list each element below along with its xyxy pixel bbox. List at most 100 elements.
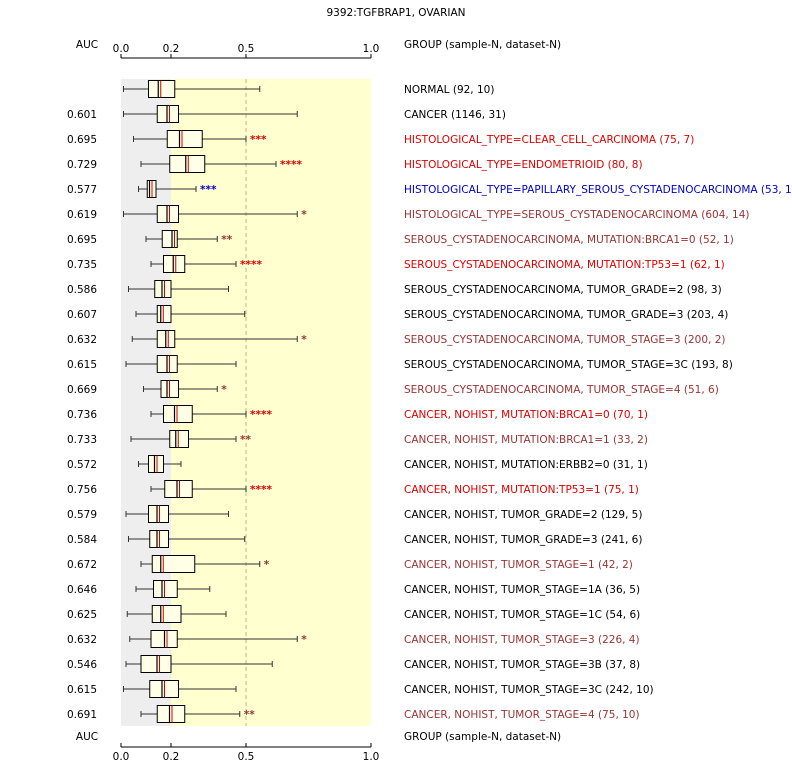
auc-value: 0.615 (67, 359, 97, 371)
x-tick-label-top: 0.2 (163, 43, 180, 55)
box (148, 80, 176, 98)
group-label: CANCER, NOHIST, TUMOR_STAGE=1C (54, 6) (404, 609, 640, 621)
x-tick-label-top: 0.5 (238, 43, 255, 55)
x-tick-label-bottom: 0.0 (113, 751, 130, 763)
box (140, 655, 172, 673)
group-label: CANCER, NOHIST, TUMOR_STAGE=4 (75, 10) (404, 709, 640, 721)
group-label: HISTOLOGICAL_TYPE=CLEAR_CELL_CARCINOMA (… (404, 134, 694, 146)
significance-stars: *** (200, 184, 217, 196)
auc-value: 0.736 (67, 409, 97, 421)
group-label: CANCER, NOHIST, TUMOR_GRADE=2 (129, 5) (404, 509, 642, 521)
auc-value: 0.619 (67, 209, 97, 221)
significance-stars: ** (221, 234, 232, 246)
box (163, 405, 193, 423)
auc-value: 0.607 (67, 309, 97, 321)
auc-value: 0.572 (67, 459, 97, 471)
box (166, 130, 203, 148)
box (148, 455, 164, 473)
significance-stars: * (301, 209, 307, 221)
significance-stars: * (221, 384, 227, 396)
group-label: CANCER, NOHIST, TUMOR_STAGE=1 (42, 2) (404, 559, 633, 571)
normal-range-band (121, 79, 171, 726)
x-tick-label-bottom: 0.2 (163, 751, 180, 763)
box (151, 605, 182, 623)
group-label: CANCER, NOHIST, MUTATION:ERBB2=0 (31, 1) (404, 459, 648, 471)
significance-stars: *** (250, 134, 267, 146)
x-tick-label-bottom: 0.5 (238, 751, 255, 763)
group-label: CANCER (1146, 31) (404, 109, 506, 121)
group-label: CANCER, NOHIST, MUTATION:BRCA1=1 (33, 2) (404, 434, 648, 446)
group-label: HISTOLOGICAL_TYPE=ENDOMETRIOID (80, 8) (404, 159, 643, 171)
x-tick-label-top: 0.0 (113, 43, 130, 55)
group-label: SEROUS_CYSTADENOCARCINOMA, TUMOR_STAGE=3… (404, 359, 733, 371)
group-label: CANCER, NOHIST, TUMOR_STAGE=3C (242, 10) (404, 684, 654, 696)
auc-value: 0.577 (67, 184, 97, 196)
auc-value: 0.733 (67, 434, 97, 446)
box (169, 155, 206, 173)
group-label: SEROUS_CYSTADENOCARCINOMA, TUMOR_STAGE=4… (404, 384, 719, 396)
box (156, 105, 179, 123)
auc-value: 0.546 (67, 659, 97, 671)
group-label: CANCER, NOHIST, MUTATION:TP53=1 (75, 1) (404, 484, 639, 496)
significance-stars: **** (280, 159, 302, 171)
box (151, 555, 196, 573)
group-label: NORMAL (92, 10) (404, 84, 494, 96)
auc-value: 0.695 (67, 134, 97, 146)
auc-value: 0.584 (67, 534, 97, 546)
significance-stars: * (301, 334, 307, 346)
box (161, 230, 178, 248)
auc-value: 0.672 (67, 559, 97, 571)
group-label: CANCER, NOHIST, TUMOR_STAGE=3 (226, 4) (404, 634, 640, 646)
auc-value: 0.625 (67, 609, 97, 621)
significance-stars: **** (250, 484, 272, 496)
auc-value: 0.756 (67, 484, 97, 496)
group-label: SEROUS_CYSTADENOCARCINOMA, TUMOR_STAGE=3… (404, 334, 725, 346)
auc-value: 0.735 (67, 259, 97, 271)
auc-value: 0.632 (67, 634, 97, 646)
box (169, 430, 189, 448)
auc-value: 0.579 (67, 509, 97, 521)
auc-header-top: AUC (76, 39, 98, 51)
box (153, 580, 178, 598)
auc-value: 0.729 (67, 159, 97, 171)
chart-text: 9392:TGFBRAP1, OVARIAN AUC GROUP (sample… (67, 7, 792, 763)
significance-stars: * (264, 559, 270, 571)
group-label: CANCER, NOHIST, MUTATION:BRCA1=0 (70, 1) (404, 409, 648, 421)
auc-header-bottom: AUC (76, 731, 98, 743)
group-label: SEROUS_CYSTADENOCARCINOMA, MUTATION:TP53… (404, 259, 725, 271)
box-marks (123, 80, 298, 723)
group-label: SEROUS_CYSTADENOCARCINOMA, MUTATION:BRCA… (404, 234, 734, 246)
box (148, 505, 169, 523)
auc-value: 0.586 (67, 284, 97, 296)
auc-value: 0.615 (67, 684, 97, 696)
box (156, 205, 179, 223)
x-tick-label-top: 1.0 (363, 43, 380, 55)
group-label: HISTOLOGICAL_TYPE=SEROUS_CYSTADENOCARCIN… (404, 209, 750, 221)
plot-band (171, 79, 371, 726)
auc-value: 0.695 (67, 234, 97, 246)
box (156, 305, 172, 323)
auc-value: 0.669 (67, 384, 97, 396)
reference-lines (120, 54, 372, 748)
group-header-top: GROUP (sample-N, dataset-N) (404, 39, 561, 51)
background-bands (121, 79, 371, 726)
significance-stars: ** (240, 434, 251, 446)
auc-value: 0.632 (67, 334, 97, 346)
group-label: SEROUS_CYSTADENOCARCINOMA, TUMOR_GRADE=3… (404, 309, 728, 321)
significance-stars: **** (240, 259, 262, 271)
significance-stars: * (301, 634, 307, 646)
chart-title: 9392:TGFBRAP1, OVARIAN (327, 7, 466, 19)
auc-value: 0.691 (67, 709, 97, 721)
auc-value: 0.646 (67, 584, 97, 596)
significance-stars: **** (250, 409, 272, 421)
box (163, 255, 186, 273)
auc-value: 0.601 (67, 109, 97, 121)
group-label: CANCER, NOHIST, TUMOR_STAGE=1A (36, 5) (404, 584, 640, 596)
group-label: CANCER, NOHIST, TUMOR_GRADE=3 (241, 6) (404, 534, 642, 546)
group-label: HISTOLOGICAL_TYPE=PAPILLARY_SEROUS_CYSTA… (404, 184, 792, 196)
group-label: CANCER, NOHIST, TUMOR_STAGE=3B (37, 8) (404, 659, 640, 671)
box (164, 480, 193, 498)
significance-stars: ** (244, 709, 255, 721)
group-label: SEROUS_CYSTADENOCARCINOMA, TUMOR_GRADE=2… (404, 284, 722, 296)
